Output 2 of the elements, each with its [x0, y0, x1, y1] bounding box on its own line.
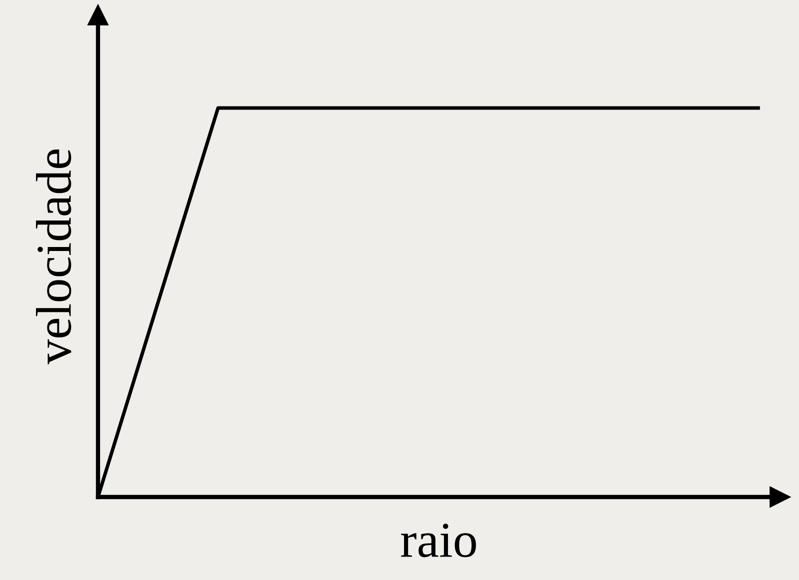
y-axis-title: velocidade — [36, 149, 72, 364]
x-axis-title: raio — [401, 524, 476, 558]
